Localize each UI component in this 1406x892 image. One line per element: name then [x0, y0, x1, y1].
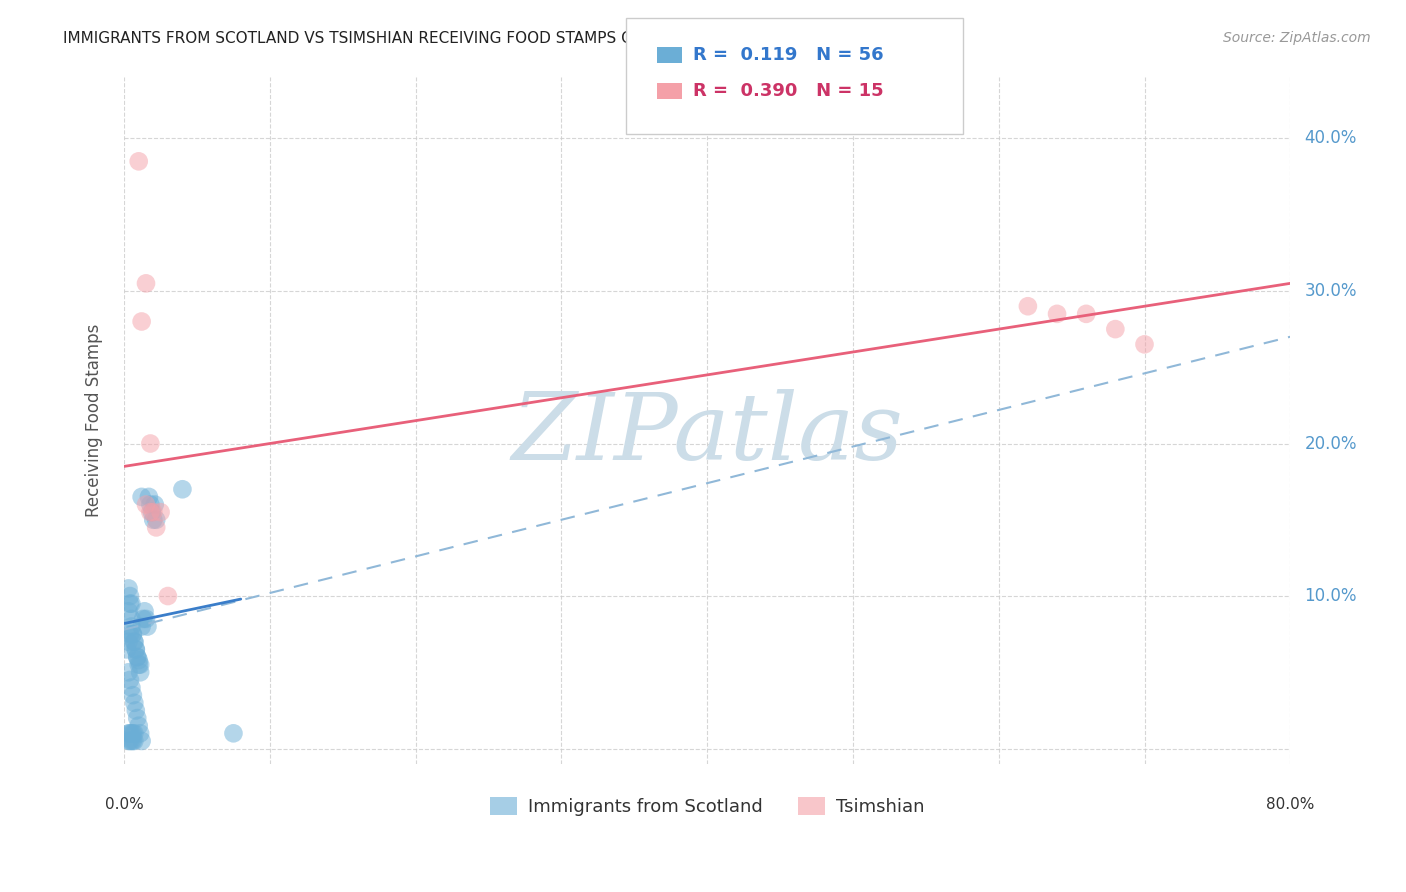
- Legend: Immigrants from Scotland, Tsimshian: Immigrants from Scotland, Tsimshian: [482, 789, 932, 823]
- Point: [1046, 307, 1069, 321]
- Point: [139, 498, 162, 512]
- Point: [127, 650, 149, 665]
- Point: [142, 505, 165, 519]
- Text: IMMIGRANTS FROM SCOTLAND VS TSIMSHIAN RECEIVING FOOD STAMPS CORRELATION CHART: IMMIGRANTS FROM SCOTLAND VS TSIMSHIAN RE…: [63, 31, 786, 46]
- Point: [135, 498, 157, 512]
- Point: [128, 154, 150, 169]
- Text: 20.0%: 20.0%: [1305, 434, 1357, 452]
- Point: [129, 657, 152, 672]
- Point: [145, 520, 167, 534]
- Point: [125, 703, 148, 717]
- Text: 40.0%: 40.0%: [1305, 129, 1357, 147]
- Point: [117, 582, 139, 596]
- Point: [127, 711, 149, 725]
- Point: [131, 619, 153, 633]
- Point: [134, 604, 156, 618]
- Point: [141, 505, 163, 519]
- Point: [118, 673, 141, 687]
- Point: [129, 665, 152, 680]
- Point: [117, 604, 139, 618]
- Point: [125, 642, 148, 657]
- Point: [117, 635, 139, 649]
- Point: [142, 513, 165, 527]
- Point: [172, 483, 194, 497]
- Point: [120, 597, 142, 611]
- Text: 30.0%: 30.0%: [1305, 282, 1357, 300]
- Point: [128, 657, 150, 672]
- Text: R =  0.390   N = 15: R = 0.390 N = 15: [693, 82, 884, 100]
- Text: Source: ZipAtlas.com: Source: ZipAtlas.com: [1223, 31, 1371, 45]
- Point: [131, 314, 153, 328]
- Point: [124, 696, 146, 710]
- Point: [117, 665, 139, 680]
- Point: [115, 642, 138, 657]
- Point: [222, 726, 245, 740]
- Point: [117, 734, 139, 748]
- Point: [135, 277, 157, 291]
- Point: [1104, 322, 1126, 336]
- Point: [122, 627, 145, 641]
- Point: [128, 653, 150, 667]
- Point: [118, 589, 141, 603]
- Point: [118, 726, 141, 740]
- Point: [118, 734, 141, 748]
- Text: 10.0%: 10.0%: [1305, 587, 1357, 605]
- Point: [139, 505, 162, 519]
- Point: [124, 635, 146, 649]
- Point: [1076, 307, 1098, 321]
- Point: [131, 734, 153, 748]
- Point: [122, 627, 145, 641]
- Text: R =  0.119   N = 56: R = 0.119 N = 56: [693, 46, 884, 64]
- Point: [124, 734, 146, 748]
- Point: [120, 681, 142, 695]
- Point: [156, 589, 179, 603]
- Point: [131, 490, 153, 504]
- Point: [125, 642, 148, 657]
- Point: [129, 726, 152, 740]
- Text: 80.0%: 80.0%: [1265, 797, 1315, 813]
- Point: [1133, 337, 1156, 351]
- Point: [127, 650, 149, 665]
- Point: [120, 726, 142, 740]
- Point: [136, 619, 159, 633]
- Point: [120, 619, 142, 633]
- Point: [124, 726, 146, 740]
- Point: [143, 498, 166, 512]
- Point: [117, 726, 139, 740]
- Y-axis label: Receiving Food Stamps: Receiving Food Stamps: [86, 324, 103, 517]
- Point: [128, 719, 150, 733]
- Point: [120, 734, 142, 748]
- Point: [1017, 299, 1039, 313]
- Point: [118, 597, 141, 611]
- Point: [122, 726, 145, 740]
- Point: [138, 490, 160, 504]
- Point: [132, 612, 155, 626]
- Point: [139, 436, 162, 450]
- Point: [124, 635, 146, 649]
- Point: [118, 627, 141, 641]
- Point: [145, 513, 167, 527]
- Text: 0.0%: 0.0%: [105, 797, 143, 813]
- Point: [149, 505, 172, 519]
- Point: [120, 612, 142, 626]
- Text: ZIPatlas: ZIPatlas: [512, 390, 903, 479]
- Point: [122, 688, 145, 702]
- Point: [122, 734, 145, 748]
- Point: [135, 612, 157, 626]
